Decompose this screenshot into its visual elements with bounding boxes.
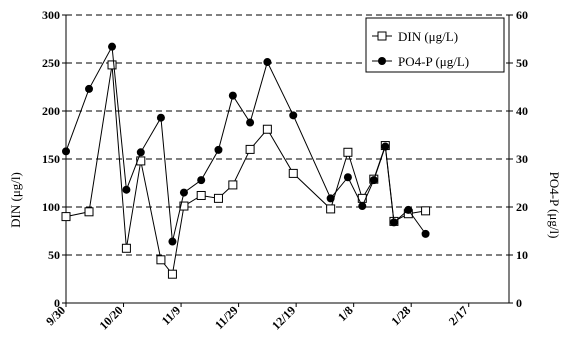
din-point (61, 212, 71, 222)
x-tick-label: 11/29 (212, 303, 241, 332)
po4-point (136, 148, 145, 157)
po4-point (369, 176, 378, 185)
din-point (421, 206, 431, 216)
legend-po4-marker (378, 57, 386, 65)
legend-item-din: DIN (μg/L) (372, 29, 458, 44)
y-axis-left-title: DIN (μg/l) (8, 172, 23, 228)
y-right-tick-label: 50 (516, 56, 528, 70)
po4-point (421, 229, 430, 238)
y-right-tick-label: 40 (516, 104, 528, 118)
po4-point (389, 218, 398, 227)
legend-po4-label: PO4-P (μg/L) (398, 54, 469, 69)
din-point (167, 269, 177, 279)
y-left-tick-label: 100 (42, 200, 60, 214)
series-po4 (62, 42, 430, 246)
din-point (343, 147, 353, 157)
po4-point (289, 111, 298, 120)
y-left-tick-label: 150 (42, 152, 60, 166)
x-tick-label: 11/9 (159, 303, 184, 328)
din-point (262, 124, 272, 134)
x-tick-label: 1/8 (335, 303, 356, 324)
po4-point (228, 91, 237, 100)
din-point (107, 60, 117, 70)
din-point (121, 243, 131, 253)
y-right-tick-label: 20 (516, 200, 528, 214)
y-left-tick-label: 200 (42, 104, 60, 118)
din-point (136, 156, 146, 166)
po4-point (326, 194, 335, 203)
legend: DIN (μg/L) PO4-P (μg/L) (365, 17, 505, 73)
x-tick-label: 10/20 (96, 303, 125, 332)
po4-point (263, 58, 272, 67)
po4-point (214, 145, 223, 154)
y-axis-right-title: PO4-P (μg/l) (547, 172, 562, 239)
din-point (84, 207, 94, 217)
po4-point (168, 237, 177, 246)
din-point (179, 201, 189, 211)
y-left-tick-label: 50 (48, 248, 60, 262)
y-right-tick-label: 30 (516, 152, 528, 166)
po4-point (156, 113, 165, 122)
po4-point (122, 185, 131, 194)
y-right-tick-label: 10 (516, 248, 528, 262)
po4-point (62, 147, 70, 156)
po4-point (358, 202, 367, 211)
po4-point (85, 84, 94, 93)
y-left-tick-label: 0 (54, 296, 60, 310)
y-left-tick-label: 250 (42, 56, 60, 70)
x-tick-label: 12/19 (269, 303, 298, 332)
x-tick-label: 2/17 (446, 303, 471, 328)
din-point (288, 168, 298, 178)
legend-din-label: DIN (μg/L) (398, 29, 458, 44)
din-point (213, 193, 223, 203)
din-point (245, 144, 255, 154)
x-tick-label: 1/28 (388, 303, 413, 328)
po4-line (65, 45, 426, 242)
po4-point (404, 205, 413, 214)
po4-point (381, 142, 390, 151)
din-point (156, 255, 166, 265)
legend-din-marker (377, 31, 387, 41)
y-left-tick-label: 300 (42, 8, 60, 22)
din-point (228, 180, 238, 190)
y-right-tick-label: 60 (516, 8, 528, 22)
legend-item-po4: PO4-P (μg/L) (372, 54, 469, 69)
series (61, 42, 431, 279)
din-point (326, 204, 336, 214)
po4-point (343, 173, 352, 182)
y-right-tick-label: 0 (516, 296, 522, 310)
po4-point (197, 176, 206, 185)
po4-point (246, 118, 255, 127)
po4-point (179, 188, 188, 197)
grid-lines (66, 14, 509, 256)
po4-point (108, 42, 117, 51)
din-point (196, 190, 206, 200)
x-tick-label: 9/30 (43, 303, 68, 328)
din-line (65, 64, 426, 276)
legend-box (365, 17, 505, 73)
